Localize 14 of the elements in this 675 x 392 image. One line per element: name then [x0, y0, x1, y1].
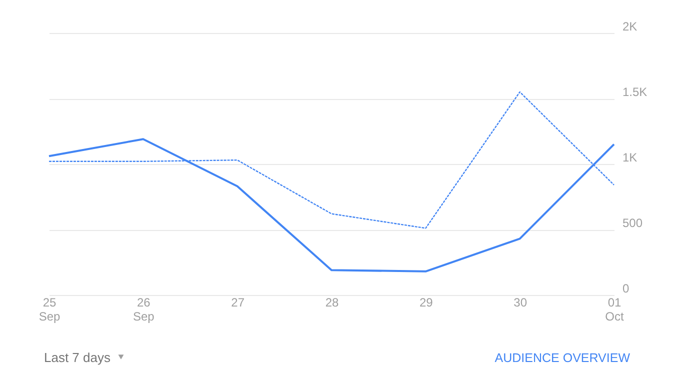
- x-tick-label: 28: [325, 296, 339, 310]
- y-tick-label: 1K: [622, 150, 638, 164]
- x-tick-label: 30: [514, 296, 528, 310]
- x-tick-label: 26 Sep: [132, 296, 155, 324]
- x-tick-label: 29: [419, 296, 434, 310]
- x-tick-label: 25 Sep: [38, 296, 60, 324]
- x-tick-label: 27: [231, 296, 245, 310]
- x-tick-label: 01 Oct: [605, 296, 624, 324]
- y-tick-label: 500: [622, 216, 643, 230]
- y-tick-label: 2K: [622, 20, 638, 34]
- text: AUDIENCE OVERVIEW: [494, 351, 630, 365]
- y-tick-label: 0: [622, 282, 630, 296]
- text: Last 7 days: [44, 350, 111, 365]
- y-tick-label: 1.5K: [622, 85, 648, 99]
